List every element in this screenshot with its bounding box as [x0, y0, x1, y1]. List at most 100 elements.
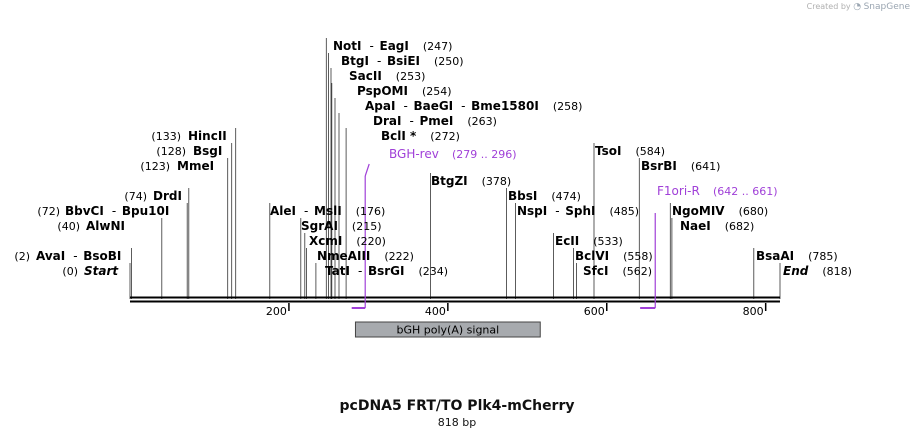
site-alei[interactable]: AleI - MslI (176): [270, 204, 385, 218]
ruler-tick-label: 800: [743, 305, 764, 318]
linear-map: 200 400 600 800 bGH poly(A) signal BGH-rev (27…: [14, 38, 852, 338]
map-title: pcDNA5 FRT/TO Plk4-mCherry: [339, 398, 575, 414]
site-nspi[interactable]: NspI - SphI (485): [517, 204, 639, 218]
enzyme-name: BsaAI: [756, 249, 794, 263]
site-bclvi[interactable]: BclVI (558): [575, 249, 653, 263]
enzyme-name: SfcI: [583, 264, 608, 278]
enzyme-name: NmeAIII: [317, 249, 370, 263]
site-position: (474): [551, 190, 581, 203]
map-length: 818 bp: [437, 416, 477, 429]
primer-bgh-rev[interactable]: BGH-rev (279 .. 296): [351, 147, 517, 309]
enzyme-name: BbvCI: [65, 204, 104, 218]
enzyme-name: DraI: [373, 114, 401, 128]
enzyme-name: NgoMIV: [672, 204, 725, 218]
site-drdi[interactable]: (74) DrdI: [124, 189, 182, 203]
enzyme-name: TsoI: [595, 144, 621, 158]
site-hincii[interactable]: (133) HincII: [151, 129, 226, 143]
site-position: (40): [57, 220, 80, 233]
enzyme-name: AvaI: [36, 249, 65, 263]
site-start[interactable]: (0) Start: [62, 264, 119, 278]
site-position: (123): [140, 160, 170, 173]
site-nmeaiii[interactable]: NmeAIII (222): [317, 249, 414, 263]
name-separator: -: [461, 99, 465, 113]
site-position: (680): [739, 205, 769, 218]
enzyme-name: DrdI: [153, 189, 182, 203]
site-bsaai[interactable]: BsaAI (785): [756, 249, 838, 263]
site-position: (254): [422, 85, 452, 98]
enzyme-name: NspI: [517, 204, 547, 218]
site-position: (818): [822, 265, 852, 278]
enzyme-name: NotI: [333, 39, 362, 53]
site-bsgi[interactable]: (128) BsgI: [156, 144, 222, 158]
enzyme-name: BtgZI: [431, 174, 468, 188]
site-position: (641): [691, 160, 721, 173]
site-ecii[interactable]: EcII (533): [555, 234, 623, 248]
name-separator: -: [403, 99, 407, 113]
primer-name: BGH-rev: [389, 147, 439, 161]
enzyme-name: PmeI: [419, 114, 453, 128]
site-btgzi[interactable]: BtgZI (378): [431, 174, 511, 188]
credit-brand: SnapGene: [863, 2, 910, 12]
site-position: (220): [356, 235, 386, 248]
site-drai[interactable]: DraI - PmeI (263): [373, 114, 497, 128]
enzyme-name: SgrAI: [301, 219, 338, 233]
site-bcli[interactable]: BclI * (272): [381, 129, 460, 143]
name-separator: -: [370, 39, 374, 53]
enzyme-name: BsiEI: [387, 54, 420, 68]
site-position: (258): [553, 100, 583, 113]
enzyme-name: BaeGI: [413, 99, 453, 113]
site-position: (485): [610, 205, 640, 218]
site-end[interactable]: End (818): [783, 264, 852, 278]
enzyme-name: TatI: [325, 264, 350, 278]
site-alwni[interactable]: (40) AlwNI: [57, 219, 125, 233]
site-bbvci[interactable]: (72) BbvCI - Bpu10I: [37, 204, 169, 218]
enzyme-name: MmeI: [177, 159, 214, 173]
site-tsoi[interactable]: TsoI (584): [595, 144, 665, 158]
enzyme-name: ApaI: [365, 99, 395, 113]
site-sacii[interactable]: SacII (253): [349, 69, 425, 83]
site-tati[interactable]: TatI - BsrGI (234): [325, 264, 448, 278]
site-apai[interactable]: ApaI - BaeGI - Bme1580I (258): [365, 99, 582, 113]
name-separator: -: [409, 114, 413, 128]
site-btgi[interactable]: BtgI - BsiEI (250): [341, 54, 464, 68]
site-naei[interactable]: NaeI (682): [680, 219, 754, 233]
site-noti[interactable]: NotI - EagI (247): [333, 39, 452, 53]
feature-label: bGH poly(A) signal: [397, 324, 500, 337]
primer-range: (642 .. 661): [713, 185, 778, 198]
enzyme-name: BbsI: [508, 189, 537, 203]
site-position: (133): [151, 130, 181, 143]
site-labels: (0) Start(2) AvaI - BsoBI (40) AlwNI(72) BbvCI -…: [14, 39, 852, 278]
site-pspomi[interactable]: PspOMI (254): [357, 84, 452, 98]
feature-bgh-polya[interactable]: [354, 321, 541, 338]
site-position: (785): [808, 250, 838, 263]
site-position: (234): [418, 265, 448, 278]
site-ngomiv[interactable]: NgoMIV (680): [672, 204, 768, 218]
site-mmei[interactable]: (123) MmeI: [140, 159, 214, 173]
site-bsrbi[interactable]: BsrBI (641): [641, 159, 720, 173]
enzyme-name: NaeI: [680, 219, 711, 233]
site-position: (247): [423, 40, 453, 53]
site-bbsi[interactable]: BbsI (474): [508, 189, 581, 203]
ruler-tick-label: 400: [425, 305, 446, 318]
enzyme-name: Bpu10I: [122, 204, 169, 218]
site-xcmi[interactable]: XcmI (220): [309, 234, 386, 248]
enzyme-name: HincII: [188, 129, 227, 143]
enzyme-name: AleI: [270, 204, 296, 218]
primer-name: F1ori-R: [657, 184, 700, 198]
enzyme-name: BsoBI: [83, 249, 121, 263]
site-lines: [129, 38, 781, 299]
site-position: (272): [430, 130, 460, 143]
site-position: (128): [156, 145, 186, 158]
primer-f1ori-r[interactable]: F1ori-R (642 .. 661): [640, 184, 778, 309]
site-position: (584): [635, 145, 665, 158]
site-sgrai[interactable]: SgrAI (215): [301, 219, 382, 233]
site-position: (562): [622, 265, 652, 278]
site-sfci[interactable]: SfcI (562): [583, 264, 652, 278]
name-separator: -: [112, 204, 116, 218]
enzyme-name: BtgI: [341, 54, 369, 68]
site-position: (74): [124, 190, 147, 203]
enzyme-name: Bme1580I: [471, 99, 539, 113]
site-avai[interactable]: (2) AvaI - BsoBI: [14, 249, 121, 263]
site-position: (250): [434, 55, 464, 68]
snapgene-logo: ◔: [853, 2, 862, 12]
